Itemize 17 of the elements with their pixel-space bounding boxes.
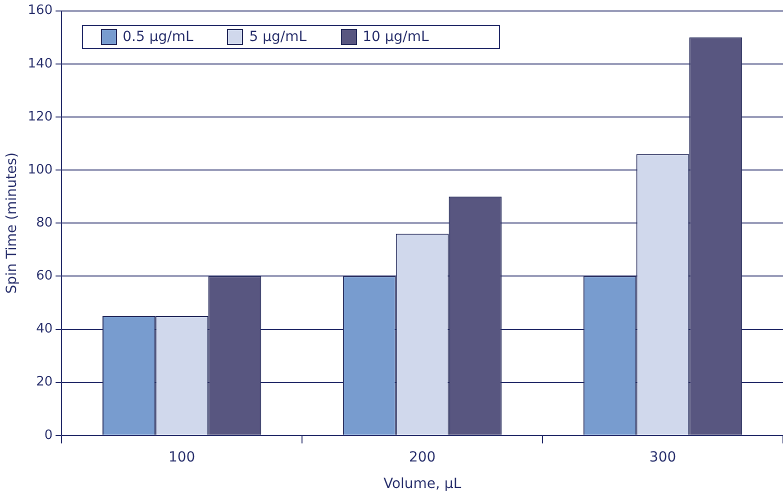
- x-tick-label: 300: [649, 449, 676, 466]
- legend-label: 5 µg/mL: [249, 28, 307, 45]
- y-tick-label: 100: [28, 162, 53, 178]
- y-tick-label: 20: [36, 374, 53, 390]
- y-axis-title: Spin Time (minutes): [4, 152, 20, 294]
- y-tick-label: 160: [28, 3, 53, 18]
- y-tick-label: 80: [36, 215, 53, 230]
- legend-label: 10 µg/mL: [362, 28, 429, 45]
- x-tick-label: 200: [408, 449, 436, 466]
- y-tick-label: 120: [28, 109, 53, 124]
- x-tick-label: 100: [168, 449, 196, 466]
- legend-label: 0.5 µg/mL: [122, 28, 194, 45]
- y-tick-label: 60: [36, 268, 53, 284]
- x-axis-title: Volume, µL: [383, 476, 462, 492]
- y-tick-label: 40: [36, 322, 53, 337]
- y-tick-label: 140: [28, 56, 53, 72]
- y-tick-label: 0: [44, 428, 53, 443]
